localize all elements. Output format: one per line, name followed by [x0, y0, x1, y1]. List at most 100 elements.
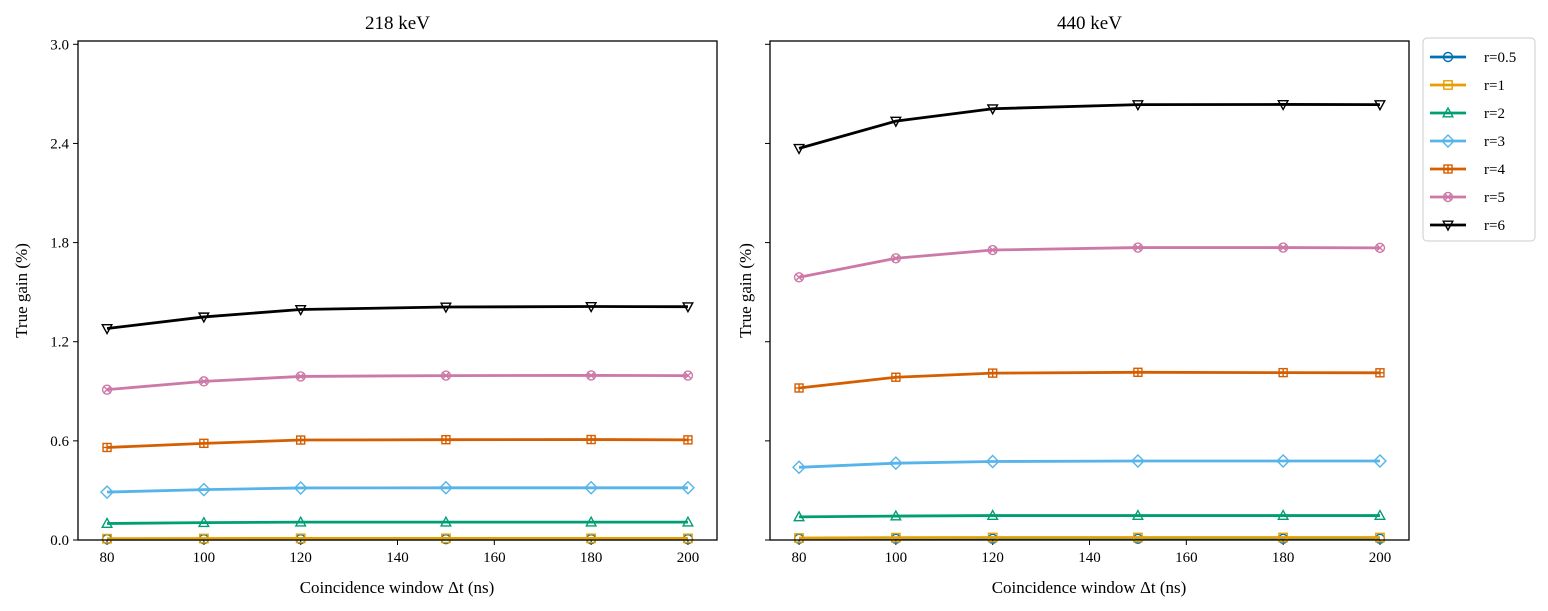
legend: r=0.5 r=1 r=2 r=3 r=4 r=5 r=6 — [1422, 37, 1536, 242]
data-point-r-4 — [987, 368, 998, 378]
data-point-r-2 — [889, 509, 902, 521]
data-point-r-1 — [102, 533, 112, 544]
data-point-r-4 — [683, 435, 693, 445]
data-point-r-2 — [101, 517, 114, 528]
plot-frame — [769, 40, 1410, 541]
chart-title: 218 keV — [365, 13, 430, 34]
data-point-r-2 — [681, 515, 694, 527]
data-point-r-6 — [793, 143, 806, 155]
legend-marker — [1442, 51, 1454, 63]
series-line-r-1 — [799, 536, 1380, 540]
y-axis-label: True gain (%) — [12, 243, 31, 338]
legend-marker — [1443, 164, 1453, 174]
x-axis-label: Coincidence window Δt (ns) — [300, 578, 495, 597]
data-point-r-4 — [891, 372, 901, 382]
data-point-r-6 — [294, 305, 307, 316]
series-line-r-5 — [106, 374, 688, 392]
data-point-r-5 — [1374, 242, 1386, 254]
series-r-4 — [794, 367, 1385, 393]
series-r-1 — [102, 533, 693, 544]
x-tick-label: 120 — [289, 550, 312, 566]
data-point-r-3 — [584, 480, 599, 495]
y-tick-label: 1.8 — [50, 236, 69, 252]
data-point-r-4 — [586, 434, 596, 445]
x-tick-label: 100 — [885, 550, 908, 566]
data-point-r-3 — [1372, 454, 1387, 469]
x-tick-label: 120 — [981, 550, 1004, 566]
data-point-r-3 — [438, 480, 453, 495]
series-line-r-2 — [799, 514, 1380, 519]
data-point-r-6 — [986, 104, 999, 116]
series-line-r-5 — [798, 246, 1380, 279]
data-point-r-5 — [585, 370, 597, 381]
data-point-r-5 — [793, 272, 805, 283]
data-point-r-2 — [986, 509, 999, 521]
x-tick-label: 140 — [386, 550, 409, 566]
plot-frame — [77, 40, 718, 541]
y-tick-label: 2.4 — [50, 136, 69, 152]
x-axis-label: Coincidence window Δt (ns) — [992, 578, 1187, 597]
data-point-r-6 — [197, 312, 210, 324]
legend-label: r=5 — [1484, 190, 1505, 206]
series-r-2 — [101, 515, 694, 528]
data-point-r-2 — [294, 515, 307, 527]
series-r-6 — [793, 99, 1386, 155]
data-point-r-6 — [1277, 99, 1290, 111]
series-r-1 — [794, 532, 1385, 543]
panel-218kev: 80 100 120 140 160 180 200 0.0 0.6 1.2 1.8 2.4 3.0 21… — [12, 13, 718, 597]
data-point-r-6 — [1373, 100, 1386, 112]
data-point-r-4 — [1375, 368, 1385, 378]
data-point-r-6 — [585, 302, 598, 313]
data-point-r-5 — [890, 253, 902, 264]
data-point-r-1 — [987, 532, 998, 543]
legend-item-r-5: r=5 — [1430, 190, 1505, 206]
data-point-r-3 — [680, 480, 695, 495]
data-point-r-3 — [985, 454, 1000, 469]
legend-marker — [1443, 80, 1453, 90]
chart-title: 440 keV — [1057, 13, 1122, 34]
data-point-r-1 — [1278, 532, 1289, 543]
y-tick-label: 0.6 — [50, 434, 69, 450]
data-point-r-3 — [1276, 454, 1291, 469]
data-point-r-3 — [1130, 454, 1145, 469]
data-point-r-1 — [1133, 532, 1143, 543]
legend-marker — [1441, 134, 1455, 148]
data-point-r-6 — [681, 302, 694, 314]
data-point-r-1 — [794, 533, 804, 543]
data-point-r-2 — [1131, 509, 1144, 521]
panel-440kev: 80 100 120 140 160 180 200 440 keV Coincidence w… — [736, 13, 1410, 597]
series-r-5 — [101, 370, 694, 395]
data-point-r-4 — [794, 383, 804, 393]
x-tick-label: 200 — [677, 550, 700, 566]
series-r-4 — [102, 434, 693, 453]
legend-label: r=3 — [1484, 134, 1505, 150]
series-line-r-3 — [107, 486, 688, 494]
legend-item-r-2: r=2 — [1430, 106, 1505, 122]
data-point-r-1 — [198, 533, 209, 544]
data-point-r-3 — [888, 456, 903, 471]
series-r-2 — [793, 509, 1386, 522]
x-tick-label: 180 — [1272, 550, 1295, 566]
legend-item-r-3: r=3 — [1430, 134, 1505, 150]
data-point-r-5 — [440, 370, 452, 381]
legend-marker — [1442, 220, 1454, 232]
data-point-r-2 — [793, 510, 806, 522]
series-line-r-4 — [798, 370, 1380, 390]
data-point-r-3 — [293, 480, 308, 495]
legend-marker — [1442, 191, 1454, 203]
y-axis-label: True gain (%) — [736, 243, 755, 338]
data-point-r-3 — [196, 482, 211, 497]
data-point-r-2 — [1373, 509, 1386, 521]
data-point-r-3 — [100, 485, 115, 500]
legend-label: r=6 — [1484, 218, 1505, 234]
data-point-r-1 — [1375, 532, 1385, 543]
data-point-r-2 — [197, 516, 210, 528]
legend-item-r-0-5: r=0.5 — [1430, 50, 1516, 66]
legend-item-r-1: r=1 — [1430, 78, 1505, 94]
data-point-r-5 — [1132, 242, 1144, 253]
x-tick-label: 100 — [193, 550, 216, 566]
legend-marker — [1442, 106, 1454, 118]
x-tick-label: 160 — [1175, 550, 1198, 566]
data-point-r-6 — [1131, 100, 1144, 112]
